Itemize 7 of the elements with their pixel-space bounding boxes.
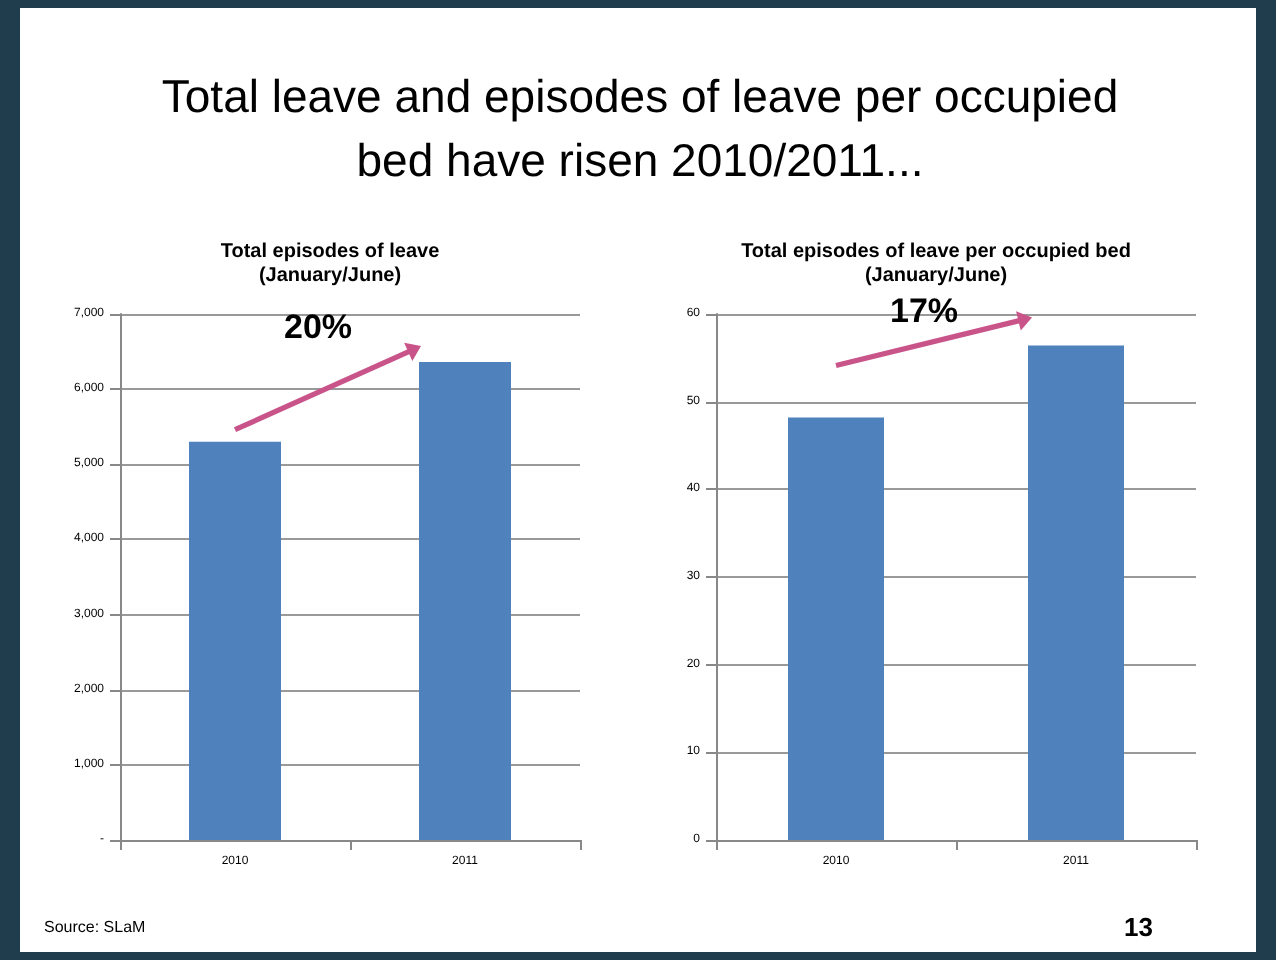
source-note: Source: SLaM [44, 918, 146, 936]
chart-title: Total episodes of leave (January/June) [220, 241, 441, 287]
text: Total leave and episodes of leave per occupied bed have risen 2010/2011... [160, 68, 1120, 190]
text: 13 [1124, 912, 1153, 942]
annotation: 17% [890, 291, 959, 330]
annotation: 20% [284, 308, 353, 347]
chart-title: Total episodes of leave per occupied bed (January/June) [741, 241, 1131, 287]
